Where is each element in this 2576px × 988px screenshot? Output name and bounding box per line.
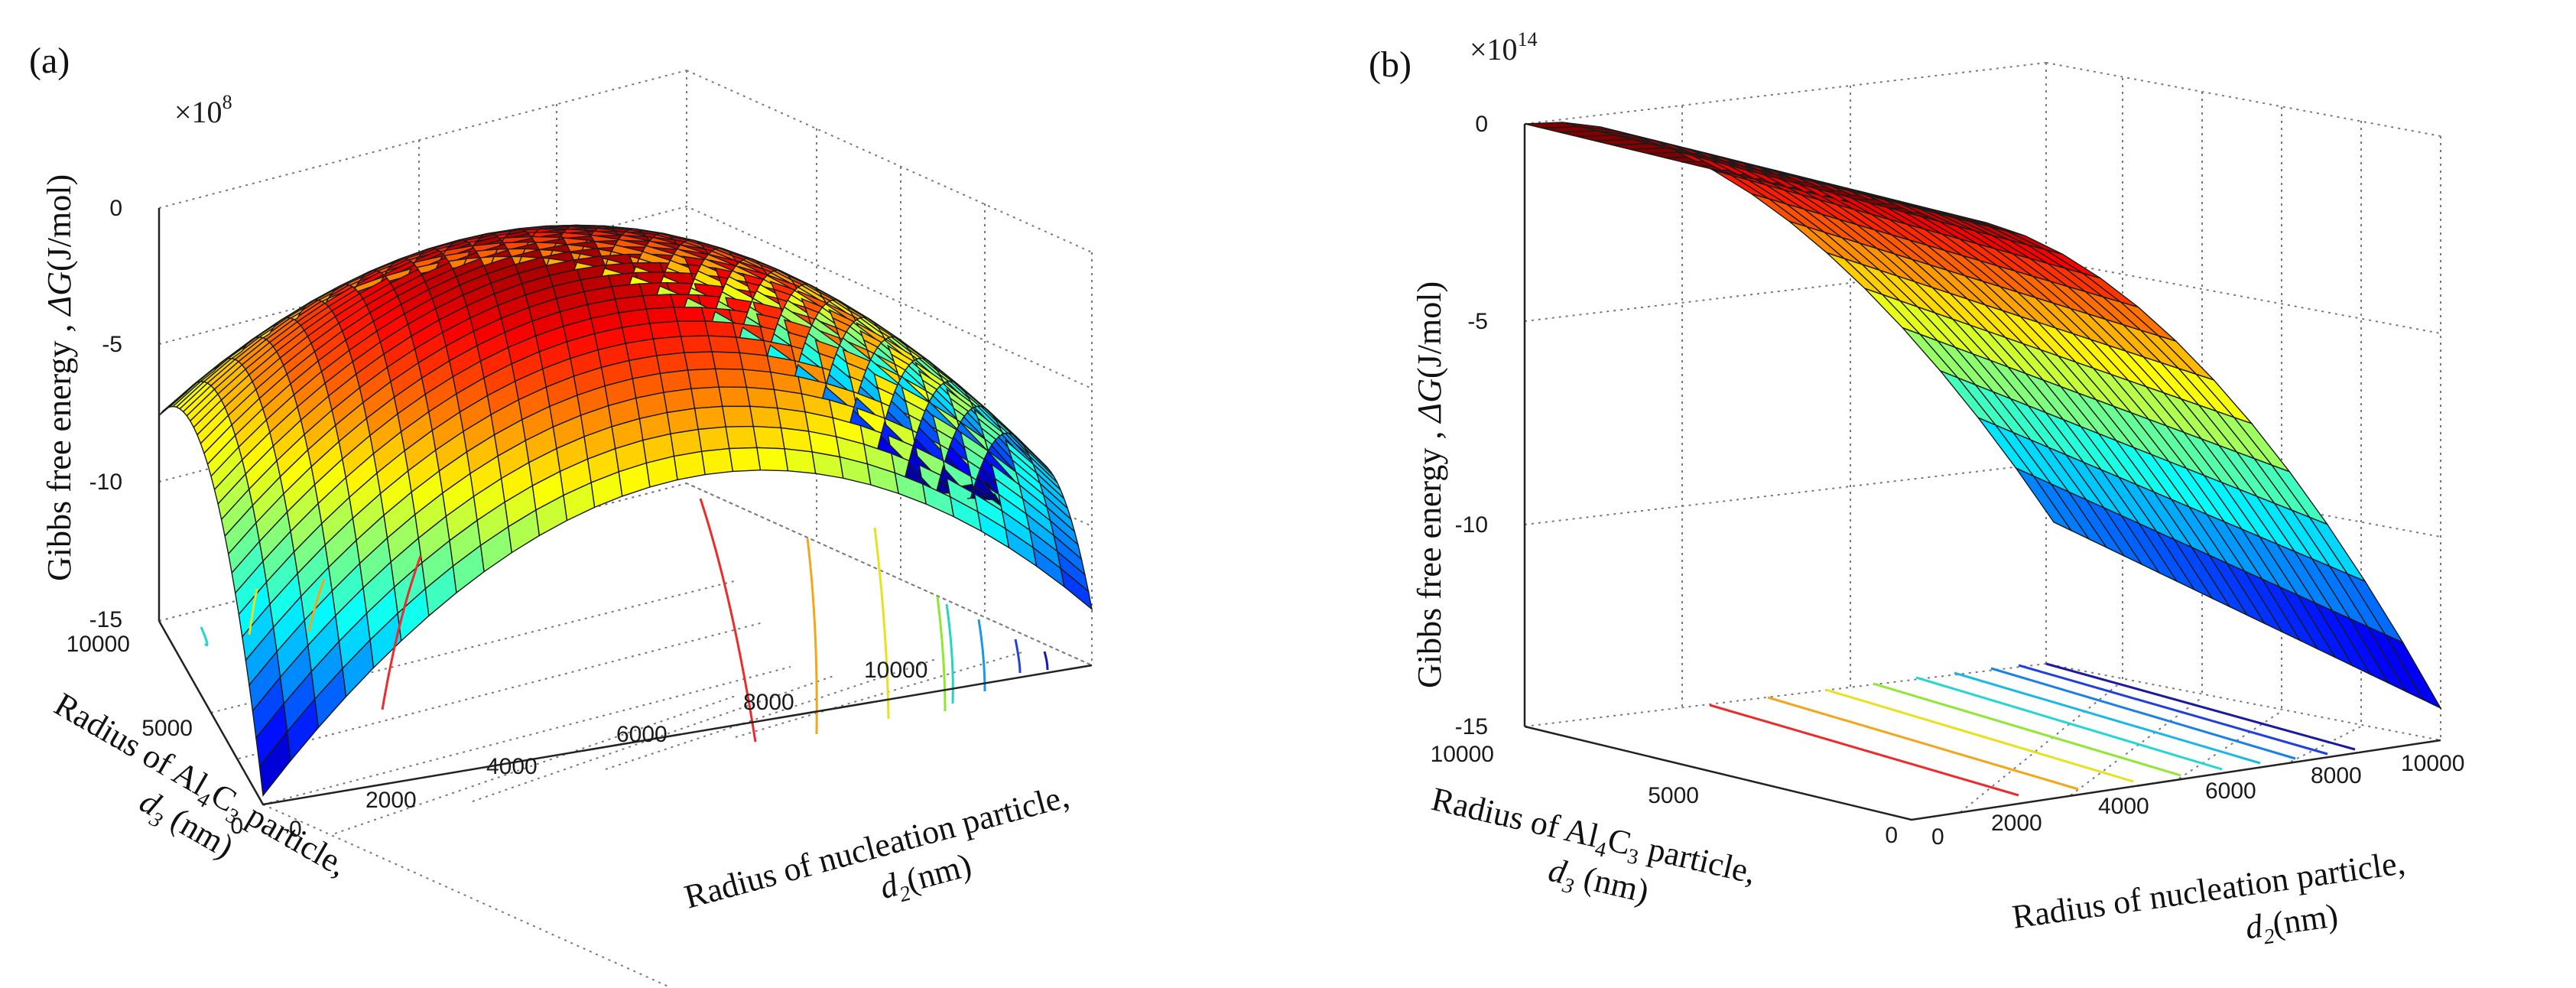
panel-a-surface-cell [673, 307, 706, 322]
panel-b-y-tick: 5000 [1648, 783, 1699, 808]
panel-b-y-tick: 0 [1885, 823, 1898, 848]
panel-a-surface-cell [680, 335, 713, 353]
panel-b-x-tick: 6000 [2205, 778, 2256, 804]
panel-a-surface-cell [721, 405, 755, 427]
panel-a-x-tick: 6000 [616, 722, 668, 747]
panel-a-x-tick: 0 [289, 817, 302, 842]
panel-b-x-tick: 0 [1931, 824, 1944, 850]
panel-b-z-ticks: 0 -5 -10 -15 [1455, 112, 1488, 739]
panel-a-surface-cell [718, 386, 751, 408]
panel-b-x-label: Radius of nucleation particle, d2(nm) [2010, 843, 2408, 951]
panel-a-surface-cell [746, 386, 778, 409]
panel-a-z-tick: 0 [109, 196, 122, 221]
panel-a-surface-cell [725, 425, 758, 450]
panel-b-contours [1709, 662, 2356, 797]
panel-b-z-tick: 0 [1475, 112, 1488, 137]
panel-a-axes [158, 208, 1093, 806]
svg-text:Radius of nucleation particle,: Radius of nucleation particle, [2010, 843, 2408, 936]
panel-a-x-tick: 4000 [486, 754, 538, 779]
panel-a-surface-cell [966, 493, 999, 501]
panel-a-z-tick: -10 [89, 470, 122, 495]
panel-a-surface-cell [728, 447, 762, 473]
panel-a-z-tick: -5 [102, 332, 122, 357]
panel-b-x-tick: 4000 [2098, 794, 2149, 819]
panel-a: (a) [29, 41, 1093, 987]
panel-a-z-tick: -15 [89, 607, 122, 632]
panel-b-grid [1524, 62, 2441, 821]
panel-a-surface-cell [673, 450, 706, 481]
panel-b-z-tick: -10 [1455, 512, 1488, 538]
panel-a-surface-cell [756, 447, 789, 472]
panel-a-surface-cell [158, 387, 191, 416]
panel-a-exponent: ×108 [174, 91, 232, 129]
svg-text:Radius of nucleation particle,: Radius of nucleation particle, [681, 777, 1073, 915]
panel-a-surface-cell [749, 405, 782, 429]
panel-a-x-tick: 2000 [365, 788, 417, 813]
panel-b-x-tick: 8000 [2311, 763, 2362, 788]
svg-text:d2(nm): d2(nm) [2243, 896, 2340, 951]
panel-a-x-tick: 8000 [743, 690, 794, 715]
panel-a-contours [200, 498, 1049, 743]
panel-b-x-tick: 10000 [2401, 751, 2464, 776]
panel-a-x-ticks: 0 2000 4000 6000 8000 10000 [289, 658, 927, 842]
panel-a-surface-cell [645, 307, 678, 324]
panel-a-surface-cell [642, 294, 675, 310]
panel-b-z-tick: -5 [1467, 309, 1488, 334]
panel-a-surface-cell [714, 368, 748, 388]
panel-a-y-tick: 10000 [67, 632, 130, 657]
panel-b-surface [1524, 122, 2442, 710]
panel-a-surface-cell [707, 335, 741, 354]
panel-a-y-tick: 5000 [141, 716, 193, 741]
panel-b-x-tick: 2000 [1991, 811, 2042, 836]
panel-a-surface-cell [258, 730, 291, 797]
panel-b-surface-cell [2383, 633, 2442, 710]
panel-b-y-label: Radius of Al4C3 particle, d3 (nm) [1428, 780, 1760, 910]
panel-a-surface-cell [742, 369, 775, 391]
panel-a-y-tick: 0 [230, 814, 243, 839]
panel-b-z-label: Gibbs free energy , ΔG(J/mol) [1411, 281, 1448, 688]
panel-a-surface-cell [687, 368, 720, 390]
panel-b-y-ticks: 10000 5000 0 [1431, 742, 1898, 848]
panel-a-surface [158, 224, 1093, 797]
panel-a-x-label: Radius of nucleation particle, d2(nm) [681, 777, 1073, 915]
panel-a-surface-cell [780, 427, 813, 453]
panel-b-x-ticks: 0 2000 4000 6000 8000 10000 [1931, 751, 2464, 850]
panel-a-surface-cell [704, 320, 737, 338]
panel-b: (b) ×1014 0 -5 [1369, 28, 2464, 951]
panel-a-surface-cell [694, 405, 727, 431]
panel-a-z-label: Gibbs free energy , ΔG(J/mol) [41, 174, 78, 581]
panel-a-surface-cell [697, 426, 730, 453]
panel-b-exponent: ×1014 [1470, 28, 1538, 67]
panel-b-z-tick: -15 [1455, 714, 1488, 739]
panel-a-z-ticks: 0 -5 -10 -15 [89, 196, 122, 632]
panel-a-surface-cell [690, 386, 723, 409]
panel-b-label: (b) [1369, 44, 1411, 85]
panel-a-surface-cell [677, 320, 710, 337]
panel-a-surface-cell [700, 447, 734, 476]
panel-b-y-tick: 10000 [1431, 742, 1494, 767]
panel-a-surface-cell [1060, 567, 1093, 611]
panel-a-x-tick: 10000 [864, 658, 927, 683]
panel-a-surface-cell [784, 448, 817, 474]
panel-a-surface-cell [648, 320, 682, 340]
panel-a-surface-cell [684, 351, 716, 371]
panel-a-y-ticks: 10000 5000 0 [67, 632, 243, 839]
panel-a-surface-cell [711, 351, 744, 370]
panel-a-label: (a) [29, 41, 70, 81]
panel-a-surface-cell [752, 425, 785, 450]
panel-b-axes [1523, 124, 2441, 821]
